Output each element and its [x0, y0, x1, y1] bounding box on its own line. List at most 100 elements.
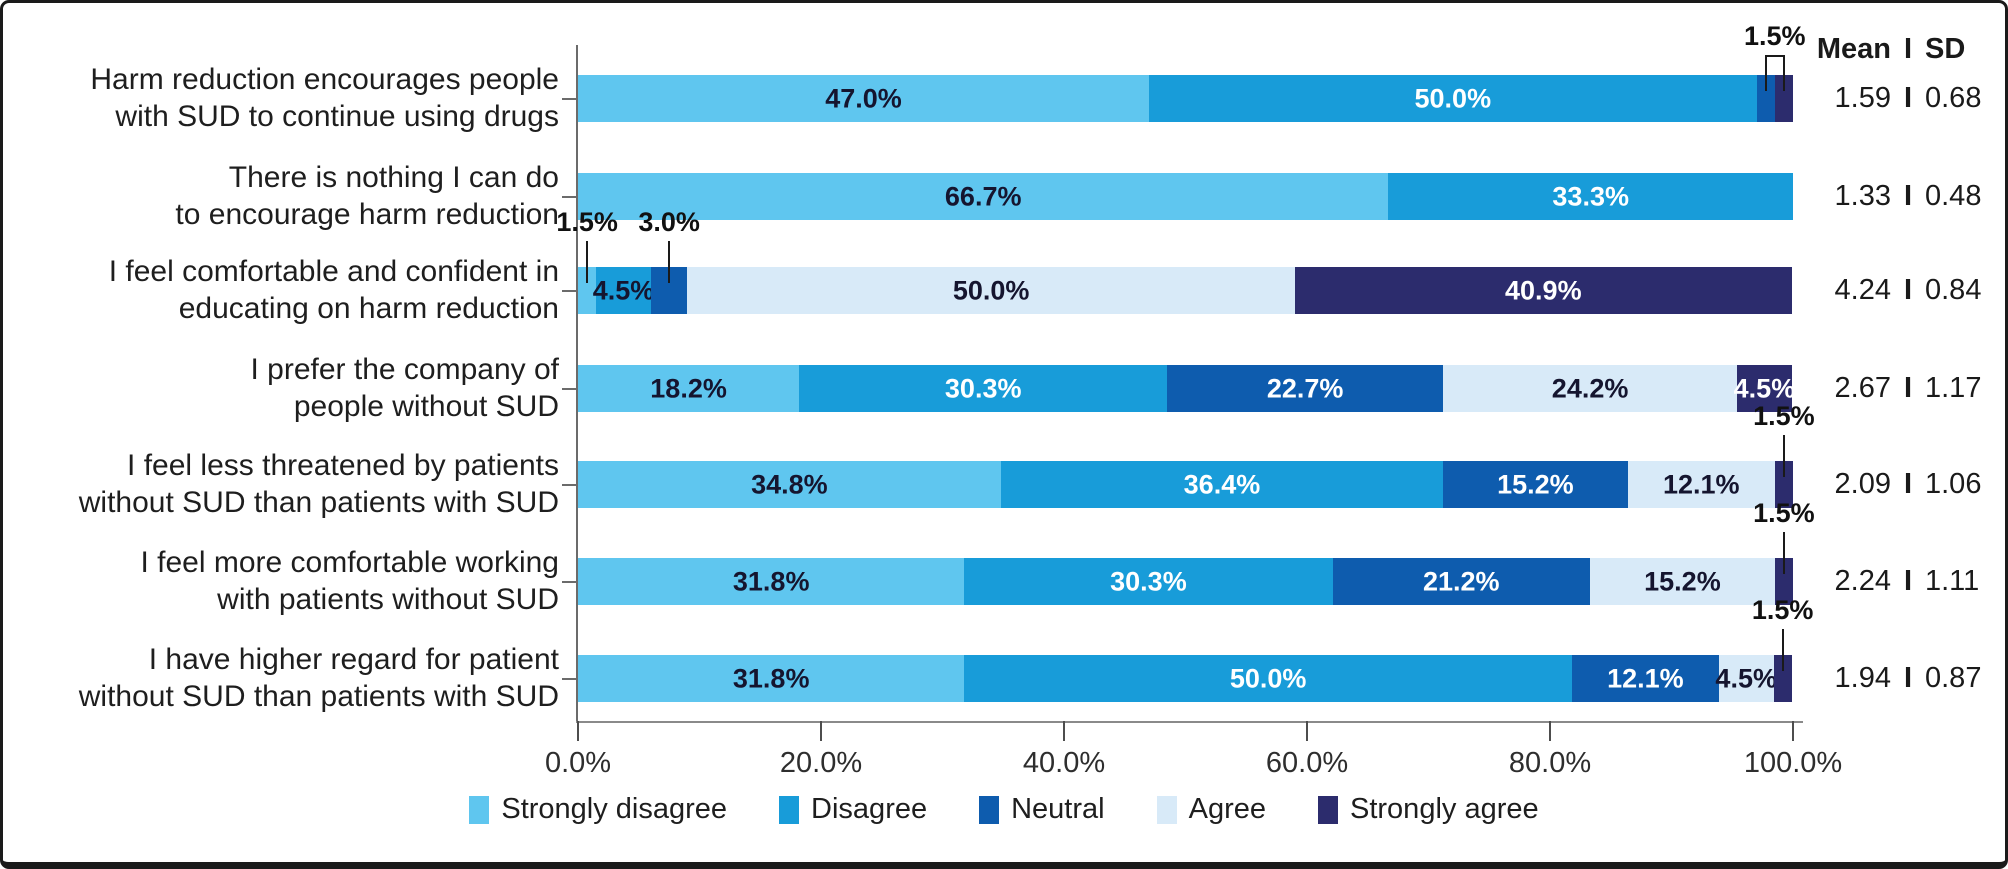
bar-segment-value-label: 34.8% [751, 469, 828, 499]
category-label: Harm reduction encourages people with SUD… [11, 53, 559, 145]
annotation-value-label: 1.5% [1743, 21, 1806, 51]
mean-sd-separator: I [1903, 179, 1913, 212]
legend-item: Neutral [979, 793, 1105, 826]
bar-segment-disagree: 36.4% [1000, 461, 1444, 508]
bar-segment-value-label: 4.5% [1715, 663, 1777, 693]
x-axis-line [576, 721, 1803, 723]
bar-segment-strongly_agree [1774, 461, 1793, 508]
category-label: There is nothing I can do to encourage ha… [11, 151, 559, 243]
x-axis-tick-label: 80.0% [1508, 747, 1592, 779]
sd-value: 0.48 [1925, 179, 1982, 212]
category-label-line: I prefer the company of [250, 352, 560, 386]
row-statistics: 2.67 I 1.17 [1815, 372, 2001, 405]
bar-segment-value-label: 30.3% [944, 373, 1022, 403]
mean-sd-separator: I [1903, 564, 1913, 597]
category-label-line: educating on harm reduction [178, 291, 559, 325]
bar-segment-neutral: 21.2% [1332, 558, 1591, 605]
legend-label: Agree [1188, 793, 1266, 825]
bar-segment-neutral [1756, 75, 1775, 122]
annotation-bracket-top [1765, 55, 1784, 57]
legend: Strongly disagree Disagree Neutral Agree Str… [3, 793, 2005, 826]
bar-segment-agree: 15.2% [1590, 558, 1775, 605]
legend-item: Disagree [779, 793, 927, 826]
bar-segment-strongly_disagree: 34.8% [578, 461, 1001, 508]
x-axis-tick-label: 100.0% [1743, 747, 1843, 779]
row-statistics: 2.24 I 1.11 [1815, 565, 2001, 598]
bar-segment-disagree: 50.0% [1149, 75, 1757, 122]
annotation-callout-line [1782, 532, 1785, 574]
category-label-line: There is nothing I can do [228, 160, 559, 194]
category-tick [562, 580, 576, 583]
annotation-bracket-leg [1782, 55, 1785, 91]
legend-item: Strongly disagree [469, 793, 727, 826]
sd-value: 0.68 [1925, 81, 1982, 114]
mean-sd-separator: I [1903, 81, 1913, 114]
bar-segment-value-label: 15.2% [1644, 566, 1721, 596]
category-label: I feel less threatened by patients withou… [11, 439, 559, 531]
sd-value: 1.17 [1925, 371, 1982, 404]
x-axis-tick [1306, 721, 1308, 741]
annotation-value-label: 1.5% [556, 207, 618, 237]
bar-segment-strongly_agree: 40.9% [1294, 267, 1792, 314]
x-axis-tick [820, 721, 822, 741]
category-label-line: with patients without SUD [217, 582, 559, 616]
legend-label: Neutral [1011, 793, 1105, 825]
bar-segment-value-label: 50.0% [1229, 663, 1307, 693]
bar-segment-value-label: 33.3% [1552, 181, 1629, 211]
legend-label: Disagree [811, 793, 928, 825]
x-axis-tick [1063, 721, 1065, 741]
sd-value: 0.84 [1925, 273, 1982, 306]
category-label: I feel comfortable and confident in educa… [11, 245, 559, 337]
annotation-callout-line [1781, 629, 1784, 671]
bar-segment-strongly_disagree [578, 267, 597, 314]
legend-label: Strongly agree [1350, 793, 1539, 825]
mean-sd-separator: I [1903, 273, 1913, 306]
y-axis-line [576, 45, 578, 721]
annotation-value-label: 1.5% [1751, 595, 1814, 625]
bar-segment-agree: 12.1% [1627, 461, 1775, 508]
mean-sd-separator: I [1903, 371, 1913, 404]
category-label: I prefer the company of people without SU… [11, 343, 560, 435]
mean-value: 1.94 [1834, 661, 1891, 694]
sd-value: 1.06 [1925, 467, 1982, 500]
bar-segment-value-label: 22.7% [1266, 373, 1344, 403]
annotation-value-label: 1.5% [1753, 401, 1815, 431]
bar-segment-neutral: 12.1% [1571, 655, 1719, 702]
row-statistics: 4.24 I 0.84 [1815, 274, 2001, 307]
bar-segment-strongly_agree [1774, 75, 1793, 122]
sd-value: 0.87 [1925, 661, 1982, 694]
category-label-line: without SUD than patients with SUD [78, 485, 559, 519]
category-label: I feel more comfortable working with pati… [11, 536, 559, 628]
legend-swatch-disagree [779, 795, 800, 824]
legend-swatch-agree [1156, 795, 1177, 824]
bar-segment-strongly_disagree: 31.8% [578, 558, 965, 605]
bar-segment-neutral: 22.7% [1167, 365, 1444, 412]
mean-value: 1.59 [1834, 81, 1891, 114]
category-label-line: I have higher regard for patient [148, 642, 559, 676]
category-label-line: I feel less threatened by patients [127, 448, 559, 482]
mean-header-label: Mean [1816, 33, 1891, 65]
bar-segment-value-label: 18.2% [650, 373, 727, 403]
bar-segment-strongly_disagree: 31.8% [578, 655, 965, 702]
bar-segment-value-label: 21.2% [1423, 566, 1500, 596]
category-label-line: people without SUD [293, 389, 559, 423]
annotation-bracket-leg [1764, 55, 1767, 91]
bar-segment-value-label: 66.7% [944, 181, 1022, 211]
bar-segment-value-label: 36.4% [1183, 469, 1261, 499]
row-statistics: 1.33 I 0.48 [1815, 180, 2001, 213]
bar-segment-agree: 4.5% [1715, 655, 1777, 702]
category-label-line: I feel more comfortable working [140, 545, 559, 579]
x-axis-tick [1792, 721, 1794, 741]
category-tick [562, 289, 576, 292]
x-axis-tick-label: 60.0% [1265, 747, 1349, 779]
mean-sd-separator: I [1903, 661, 1913, 694]
legend-swatch-neutral [979, 795, 1000, 824]
category-tick [562, 677, 576, 680]
bar-segment-strongly_agree [1773, 655, 1792, 702]
category-tick [562, 387, 576, 390]
annotation-callout-line [586, 241, 589, 283]
bar-segment-value-label: 12.1% [1607, 663, 1684, 693]
mean-sd-separator: I [1903, 33, 1913, 65]
mean-sd-separator: I [1903, 467, 1913, 500]
category-tick [562, 97, 576, 100]
